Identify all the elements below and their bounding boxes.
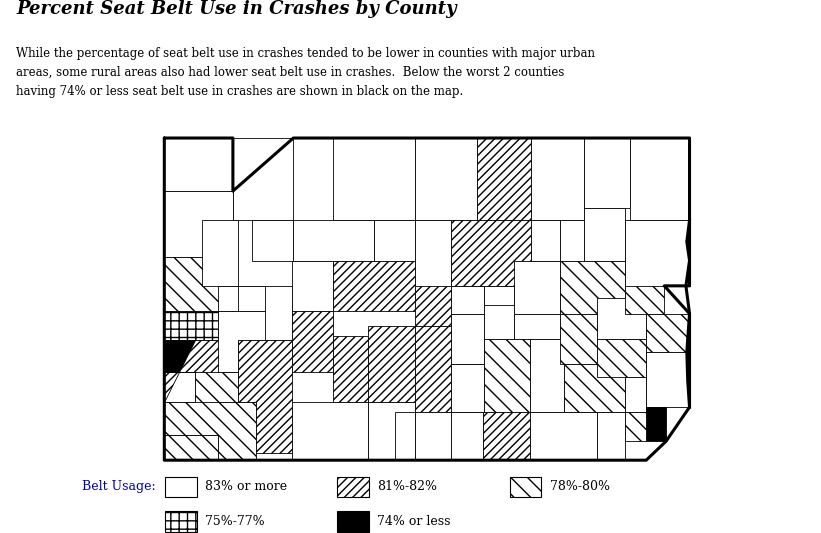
Polygon shape bbox=[292, 311, 333, 372]
Polygon shape bbox=[646, 407, 666, 441]
Polygon shape bbox=[484, 286, 515, 305]
Polygon shape bbox=[374, 220, 415, 261]
Polygon shape bbox=[292, 402, 369, 460]
Bar bbox=[337, 477, 369, 497]
Polygon shape bbox=[646, 352, 690, 407]
Polygon shape bbox=[515, 313, 560, 339]
Text: 81%-82%: 81%-82% bbox=[378, 480, 438, 494]
Polygon shape bbox=[630, 138, 690, 220]
Polygon shape bbox=[396, 412, 415, 460]
Bar bbox=[165, 511, 196, 532]
Bar bbox=[337, 511, 369, 532]
Polygon shape bbox=[530, 138, 584, 220]
Polygon shape bbox=[530, 412, 598, 460]
Polygon shape bbox=[238, 286, 265, 311]
Text: 75%-77%: 75%-77% bbox=[205, 515, 264, 528]
Polygon shape bbox=[369, 326, 415, 402]
Polygon shape bbox=[415, 138, 478, 220]
Polygon shape bbox=[626, 220, 690, 286]
Polygon shape bbox=[252, 220, 293, 261]
Text: 78%-80%: 78%-80% bbox=[550, 480, 610, 494]
Polygon shape bbox=[415, 220, 452, 286]
Polygon shape bbox=[202, 220, 238, 286]
Polygon shape bbox=[560, 220, 584, 261]
Polygon shape bbox=[218, 311, 292, 372]
Polygon shape bbox=[626, 261, 664, 313]
Polygon shape bbox=[164, 372, 238, 435]
Polygon shape bbox=[560, 261, 626, 313]
Polygon shape bbox=[333, 336, 369, 402]
Polygon shape bbox=[452, 364, 484, 412]
Polygon shape bbox=[478, 138, 530, 220]
Polygon shape bbox=[238, 340, 292, 453]
Polygon shape bbox=[452, 220, 530, 286]
Polygon shape bbox=[452, 364, 484, 412]
Polygon shape bbox=[164, 340, 195, 372]
Polygon shape bbox=[598, 298, 646, 339]
Bar bbox=[510, 477, 541, 497]
Polygon shape bbox=[164, 311, 218, 340]
Polygon shape bbox=[415, 326, 452, 412]
Bar bbox=[165, 477, 196, 497]
Polygon shape bbox=[530, 339, 564, 412]
Text: 83% or more: 83% or more bbox=[205, 480, 287, 494]
Polygon shape bbox=[415, 412, 452, 460]
Polygon shape bbox=[452, 286, 484, 313]
Polygon shape bbox=[452, 313, 484, 364]
Polygon shape bbox=[333, 261, 415, 311]
Polygon shape bbox=[515, 261, 560, 313]
Polygon shape bbox=[333, 138, 415, 220]
Polygon shape bbox=[164, 340, 238, 402]
Polygon shape bbox=[164, 138, 233, 191]
Polygon shape bbox=[415, 261, 452, 326]
Text: While the percentage of seat belt use in crashes tended to be lower in counties : While the percentage of seat belt use in… bbox=[16, 47, 595, 98]
Polygon shape bbox=[564, 364, 626, 412]
Polygon shape bbox=[369, 402, 415, 460]
Polygon shape bbox=[560, 313, 598, 364]
Text: Percent Seat Belt Use in Crashes by County: Percent Seat Belt Use in Crashes by Coun… bbox=[16, 0, 456, 18]
Polygon shape bbox=[584, 138, 630, 207]
Polygon shape bbox=[164, 257, 233, 311]
Polygon shape bbox=[584, 207, 626, 261]
Polygon shape bbox=[293, 220, 374, 261]
Polygon shape bbox=[218, 286, 292, 340]
Polygon shape bbox=[292, 261, 333, 311]
Polygon shape bbox=[164, 191, 233, 257]
Polygon shape bbox=[646, 313, 690, 352]
Polygon shape bbox=[452, 412, 483, 460]
Polygon shape bbox=[164, 435, 218, 460]
Polygon shape bbox=[530, 220, 560, 261]
Polygon shape bbox=[598, 412, 626, 460]
Polygon shape bbox=[484, 412, 530, 438]
Polygon shape bbox=[483, 412, 530, 460]
Polygon shape bbox=[598, 339, 646, 377]
Text: 74% or less: 74% or less bbox=[378, 515, 451, 528]
Polygon shape bbox=[164, 402, 256, 460]
Polygon shape bbox=[484, 286, 515, 339]
Polygon shape bbox=[626, 412, 646, 441]
Polygon shape bbox=[233, 138, 293, 220]
Polygon shape bbox=[484, 339, 530, 412]
Polygon shape bbox=[626, 377, 646, 412]
Text: Belt Usage:: Belt Usage: bbox=[82, 480, 156, 494]
